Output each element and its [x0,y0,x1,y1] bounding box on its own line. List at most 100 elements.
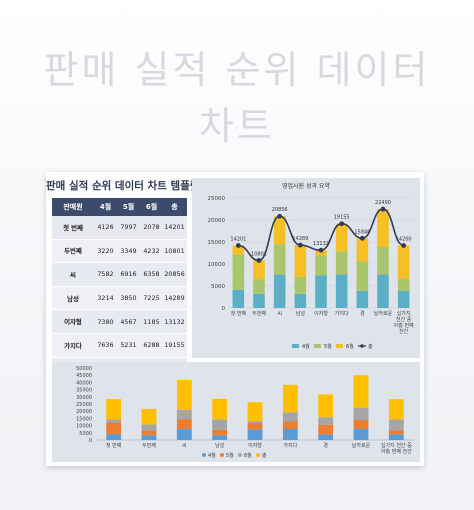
total-point [235,243,241,248]
table-row: 씨 7582 6916 6358 20856 [52,263,187,287]
y-tick-label: 25000 [208,196,226,202]
bar-segment [212,429,228,436]
bar-segment [335,274,348,308]
bar-segment [253,260,265,280]
bar-segment [388,434,404,440]
bar-segment [353,407,369,421]
value-cell: 7636 [97,341,114,350]
x-tick-label: 십가지 천간 중 아홉 번째 천간 [381,442,412,455]
bar-segment [318,394,334,418]
y-tick-label: 0 [89,438,92,444]
total-point [401,243,407,248]
page-title-line-1: 판매 실적 순위 데이터 [43,48,431,92]
y-tick-label: 30000 [76,395,92,401]
data-label: 14201 [230,237,246,243]
salesperson-cell: 남성 [67,294,79,303]
bar-segment [273,216,286,245]
data-label: 10801 [251,251,267,257]
x-tick-label: 경 [323,442,328,449]
value-cell: 6358 [143,270,160,279]
bar-segment [282,429,298,440]
y-tick-label: 10000 [208,262,226,268]
y-tick-label: 5000 [211,284,225,290]
sheet-title: 판매 실적 순위 데이터 차트 템플릿 [46,180,196,192]
header-cell: 판매원 [63,203,83,211]
bar-segment [141,430,157,436]
bar-segment [353,429,369,440]
bar-segment [282,384,298,413]
bar-segment [356,238,369,262]
bar-segment [106,422,122,435]
bar-segment [176,379,192,410]
x-tick-label: 두번째 [142,442,156,449]
page-title: 판매 실적 순위 데이터 차트 [0,42,474,154]
value-cell: 2078 [143,223,160,232]
bar-segment [318,417,334,425]
bar-segment [141,435,157,440]
x-tick-label-line: 십가지 천간 중 [381,442,412,449]
bar-segment [315,255,327,276]
legend-label: 6월 [244,452,252,459]
x-tick-label: 두번째 [252,310,266,317]
bar-segment [315,275,327,308]
legend-swatch [238,453,242,457]
bar-segment [232,254,245,290]
bar-segment [318,434,334,440]
value-cell: 4232 [143,246,160,255]
legend-swatch [314,344,321,348]
table-row: 이자형 7380 4567 1185 13132 [52,310,187,334]
value-cell: 4126 [97,223,114,232]
header-cell: 5월 [122,203,135,211]
bar-segment [232,245,245,255]
y-tick-label: 40000 [76,380,92,386]
x-tick-label: 십가지 천간 중 아홉 번째 천간 [394,310,414,335]
y-tick-label: 20000 [76,409,92,415]
value-cell: 10801 [164,246,185,255]
bar-segment [247,402,263,422]
bar-segment [397,290,410,308]
legend-label: 4월 [208,452,216,459]
bar-segment [106,434,122,440]
bar-segment [273,274,286,308]
value-cell: 6916 [120,270,137,279]
bar-segment [353,375,369,408]
total-point [380,206,386,212]
legend-label: 6월 [346,343,354,350]
bar-segment [335,251,348,275]
y-tick-label: 35000 [76,388,92,394]
chart-panel-top: 영업사원 성과 요약 0 5000 10000 15000 20000 25000 첫 번째 두… [192,178,420,358]
spreadsheet-preview: 판매 실적 순위 데이터 차트 템플릿 판매원 4월 5월 6월 총 첫 번째 4… [46,172,424,466]
bar-segment [397,278,410,291]
bar-segment [388,399,404,420]
bar-segment [294,293,307,308]
x-tick-label: 날카로운 [374,310,393,317]
stacked-bar-line-chart: 영업사원 성과 요약 0 5000 10000 15000 20000 25000 첫 번째 두… [208,182,415,350]
x-tick-label: 첫 번째 [231,310,247,317]
bar-segment [318,424,334,435]
data-label: 15846 [354,229,370,235]
legend-swatch [256,453,260,457]
x-tick-label-line: 아홉 번째 천간 [381,448,412,455]
data-label: 14200 [396,237,412,243]
legend-label: 총 [262,452,267,459]
y-tick-label: 25000 [76,402,92,408]
y-tick-label: 5000 [79,431,92,437]
x-tick-label: 이자형 [314,310,328,317]
header-cell: 총 [171,203,178,211]
salesperson-cell: 첫 번째 [63,223,83,232]
x-tick-label: 가지다 [283,442,297,449]
bar-segment [176,429,192,440]
bar-segment [232,289,245,308]
value-cell: 14201 [164,223,185,232]
bar-segment [356,261,369,291]
x-tick-label: 남성 [215,442,224,449]
legend-label: 4월 [302,343,310,350]
table-header: 판매원 4월 5월 6월 총 [52,198,187,216]
salesperson-cell: 가지다 [64,341,82,350]
x-tick-label: 날카로운 [352,442,371,449]
bar-segment [212,398,228,420]
legend-swatch [220,453,224,457]
legend-swatch [202,453,206,457]
bar-segment [335,223,348,252]
legend-swatch [292,344,299,348]
